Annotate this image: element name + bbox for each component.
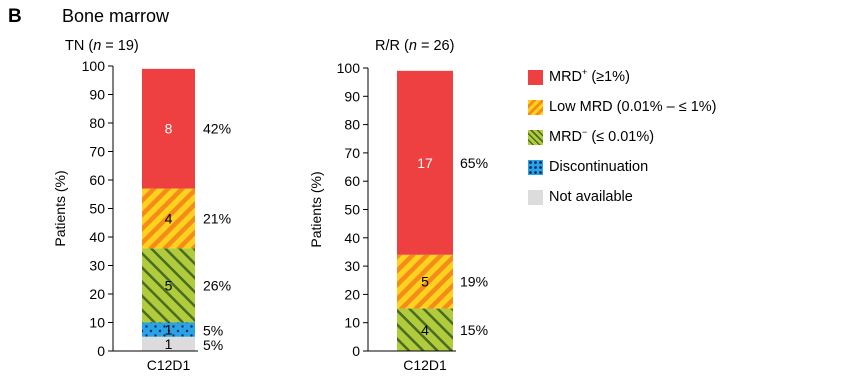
x-tick-label: C12D1 (147, 357, 191, 373)
y-tick-label: 90 (89, 87, 105, 103)
y-tick-label: 60 (89, 172, 105, 188)
y-tick-label: 80 (89, 115, 105, 131)
count-label: 4 (165, 210, 173, 226)
legend-label: Low MRD (0.01% – ≤ 1%) (549, 99, 717, 115)
y-tick-label: 30 (89, 258, 105, 274)
bar-segment-discont (142, 322, 195, 337)
legend-item-mrd-negative: MRD− (≤ 0.01%) (528, 122, 717, 152)
bar-segment-low_mrd (142, 188, 195, 249)
count-label: 5 (421, 274, 429, 290)
y-tick-label: 70 (89, 144, 105, 160)
legend-label: MRD− (≤ 0.01%) (549, 127, 655, 145)
y-tick-label: 40 (89, 229, 105, 245)
y-tick-label: 90 (344, 88, 360, 104)
count-label: 1 (165, 322, 173, 338)
y-tick-label: 20 (89, 286, 105, 302)
y-axis-label: Patients (%) (308, 171, 324, 247)
y-tick-label: 70 (344, 145, 360, 161)
percent-label: 15% (460, 322, 488, 338)
y-tick-label: 0 (97, 343, 105, 359)
y-tick-label: 60 (344, 173, 360, 189)
panel-letter: B (8, 6, 22, 27)
y-tick-label: 10 (344, 315, 360, 331)
count-label: 5 (165, 277, 173, 293)
percent-label: 5% (203, 323, 223, 339)
percent-label: 19% (460, 274, 488, 290)
y-tick-label: 50 (344, 202, 360, 218)
legend-swatch-mrd-negative (528, 129, 543, 145)
y-tick-label: 50 (89, 201, 105, 217)
y-tick-label: 80 (344, 117, 360, 133)
y-tick-label: 10 (89, 315, 105, 331)
percent-label: 65% (460, 155, 488, 171)
chart-title: TN (n = 19) (65, 38, 139, 54)
legend-label: Not available (549, 189, 633, 205)
y-tick-label: 100 (82, 58, 106, 74)
legend-label: MRD+ (≥1%) (549, 67, 630, 85)
legend-item-mrd-positive: MRD+ (≥1%) (528, 62, 717, 92)
legend-item-low-mrd: Low MRD (0.01% – ≤ 1%) (528, 92, 717, 122)
y-tick-label: 30 (344, 258, 360, 274)
bar-segment-mrd_neg (142, 248, 195, 323)
legend-item-not-available: Not available (528, 182, 717, 212)
percent-label: 26% (203, 277, 231, 293)
bar-segment-mrd_pos (142, 68, 195, 189)
legend-swatch-not-available (528, 189, 543, 205)
y-tick-label: 0 (352, 343, 360, 359)
legend-swatch-mrd-positive (528, 69, 543, 85)
chart-1: 0 10 20 30 40 50 60 70 80 90 100 Patients (%) R/R (n… (308, 38, 488, 373)
bar-segment-mrd_neg (397, 308, 453, 351)
legend: MRD+ (≥1%) Low MRD (0.01% – ≤ 1%) MRD− (… (528, 62, 717, 212)
count-label: 4 (421, 322, 429, 338)
count-label: 8 (165, 121, 173, 137)
bar-segment-low_mrd (397, 254, 453, 309)
bar-segment-na (142, 336, 195, 351)
legend-item-discontinuation: Discontinuation (528, 152, 717, 182)
legend-label: Discontinuation (549, 159, 649, 175)
y-tick-label: 100 (337, 60, 361, 76)
legend-swatch-discontinuation (528, 159, 543, 175)
count-label: 1 (165, 336, 173, 352)
chart-title: R/R (n = 26) (375, 38, 454, 54)
y-tick-label: 20 (344, 286, 360, 302)
count-label: 17 (417, 155, 433, 171)
percent-label: 42% (203, 121, 231, 137)
bar-segment-mrd_pos (397, 70, 453, 255)
y-axis-label: Patients (%) (52, 170, 68, 246)
legend-swatch-low-mrd (528, 99, 543, 115)
panel-title: Bone marrow (62, 6, 170, 26)
percent-label: 5% (203, 337, 223, 353)
y-tick-label: 40 (344, 230, 360, 246)
chart-0: 0 10 20 30 40 50 60 70 80 90 100 Patients (%) TN (n … (52, 38, 231, 373)
percent-label: 21% (203, 210, 231, 226)
x-tick-label: C12D1 (403, 357, 447, 373)
